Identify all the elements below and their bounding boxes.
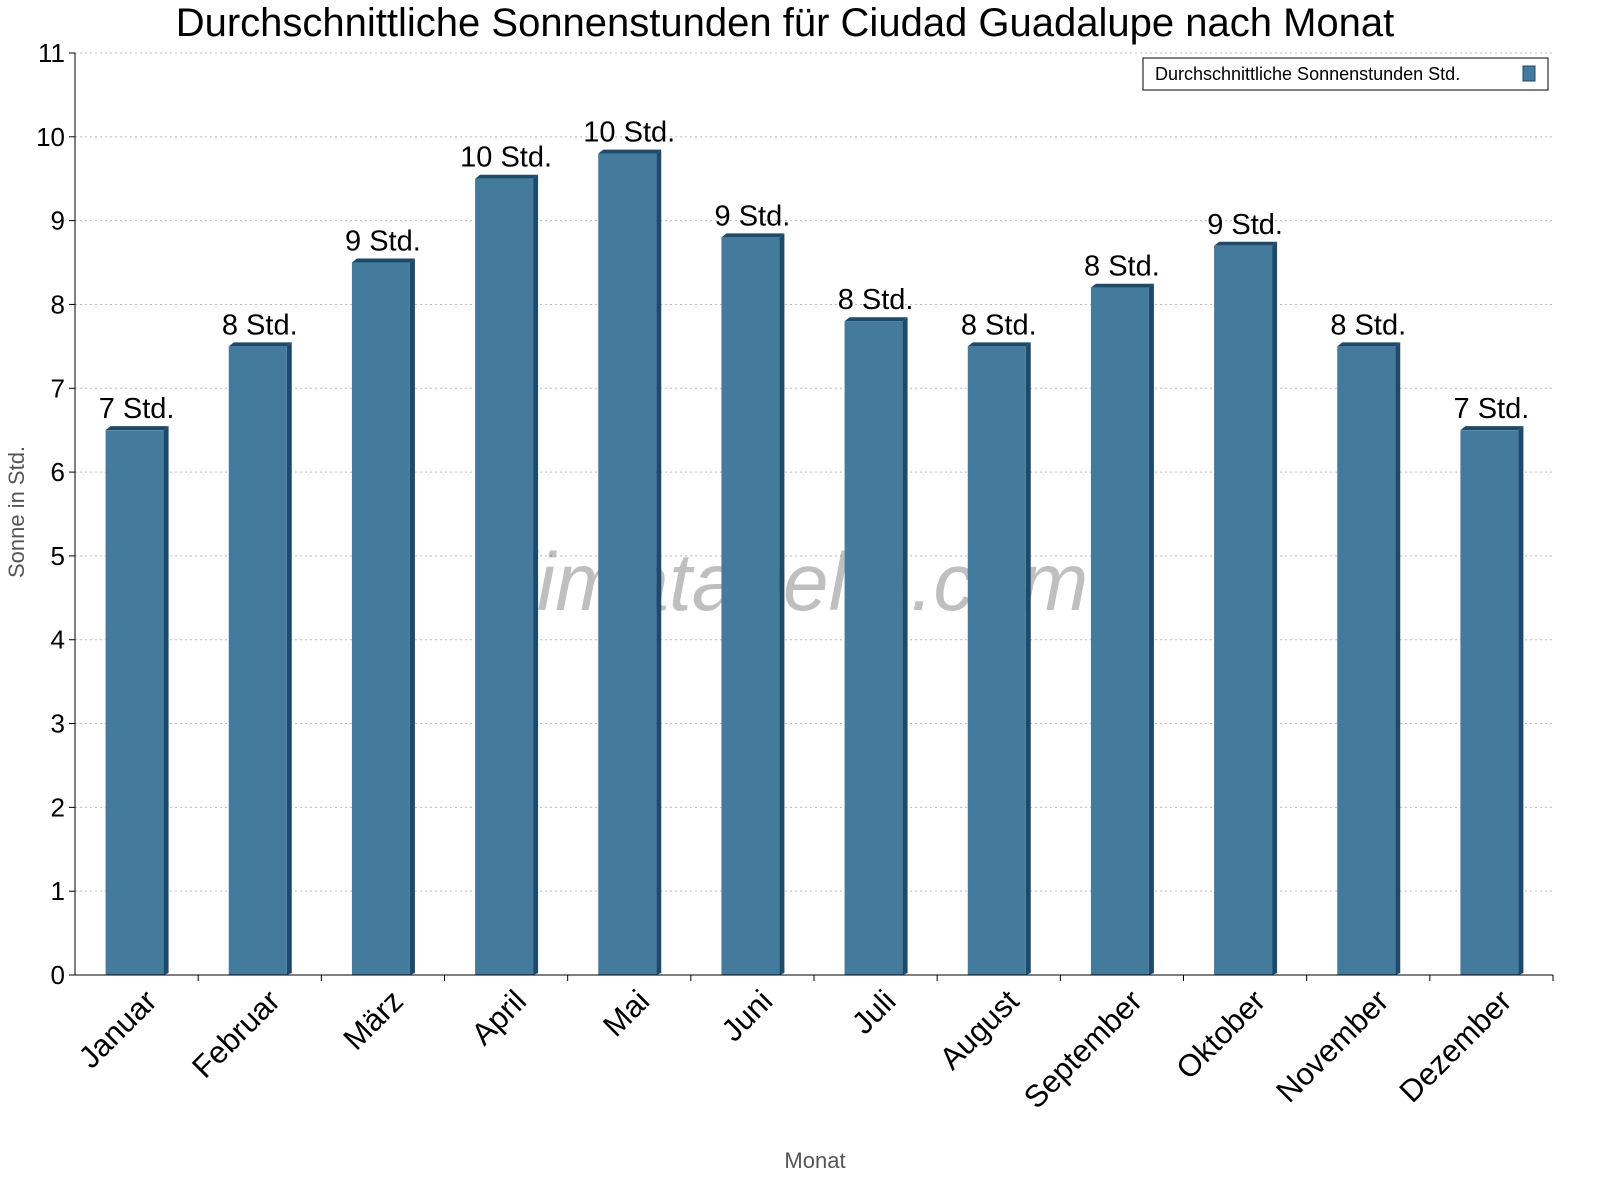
x-tick-label: April [464,983,533,1052]
data-label: 9 Std. [715,200,791,232]
bar-top [844,317,908,322]
bar-side [902,317,908,976]
bar-top [721,233,785,238]
y-tick-label: 0 [51,960,65,990]
bar-top [967,342,1031,347]
chart-title: Durchschnittliche Sonnenstunden für Ciud… [176,1,1395,45]
x-tick-label: Januar [72,983,164,1075]
y-tick-label: 4 [51,625,65,655]
legend-swatch [1522,65,1536,82]
bar [598,153,657,976]
y-tick-label: 9 [51,206,65,236]
bar [1337,346,1396,975]
y-tick-label: 11 [38,38,65,68]
bar-side [163,426,169,975]
x-tick-label: Juni [714,983,779,1048]
bar-side [656,149,662,976]
data-label: 9 Std. [1207,209,1283,241]
data-label: 8 Std. [1084,251,1160,283]
y-tick-label: 5 [51,541,65,571]
legend-label: Durchschnittliche Sonnenstunden Std. [1155,64,1460,84]
x-tick-label: Oktober [1169,983,1272,1086]
bar-top [1090,283,1154,288]
y-tick-label: 1 [51,876,65,906]
bar-side [533,174,539,975]
x-tick-label: Dezember [1393,983,1519,1109]
bar-top [1460,426,1524,431]
data-label: 10 Std. [583,117,675,149]
bar-top [598,149,662,154]
data-label: 10 Std. [460,142,552,174]
bar [105,430,164,975]
bar-side [1272,241,1278,976]
bar-top [1214,241,1278,246]
bar-top [351,258,415,263]
data-label: 8 Std. [222,309,298,341]
legend: Durchschnittliche Sonnenstunden Std. [1142,57,1549,91]
data-label: 8 Std. [838,284,914,316]
bar-side [1148,283,1154,975]
bar [1214,245,1273,976]
bar [475,178,534,975]
y-tick-label: 2 [51,792,65,822]
y-tick-label: 6 [51,457,65,487]
x-axis-label: Monat [784,1148,845,1173]
bar [1460,430,1519,975]
data-label: 9 Std. [345,226,421,258]
y-axis-label: Sonne in Std. [4,446,29,578]
bar-top [475,174,539,179]
bar-side [1025,342,1031,975]
bar [1090,287,1149,975]
bar-side [1395,342,1401,975]
bar [967,346,1026,975]
x-tick-label: Mai [596,983,656,1043]
bar-side [1518,426,1524,975]
x-tick-label: März [336,983,409,1056]
data-label: 8 Std. [961,309,1037,341]
x-tick-label: November [1269,983,1395,1109]
bar-top [105,426,169,431]
x-tick-label: Juli [845,983,903,1041]
bar [228,346,287,975]
data-label: 7 Std. [99,393,175,425]
bar-top [1337,342,1401,347]
x-tick-label: Februar [185,983,287,1085]
bar-side [286,342,292,975]
bar-top [228,342,292,347]
bar [844,321,903,976]
data-label: 7 Std. [1454,393,1530,425]
y-tick-label: 8 [51,289,65,319]
bar-side [779,233,785,975]
bar [351,262,410,976]
y-tick-label: 7 [51,373,65,403]
bar-side [409,258,415,976]
bar [721,237,780,975]
x-tick-label: September [1017,983,1149,1115]
y-tick-label: 3 [51,709,65,739]
legend-box [1142,57,1549,91]
x-tick-label: August [933,983,1026,1076]
y-tick-label: 10 [36,122,65,152]
data-label: 8 Std. [1330,309,1406,341]
